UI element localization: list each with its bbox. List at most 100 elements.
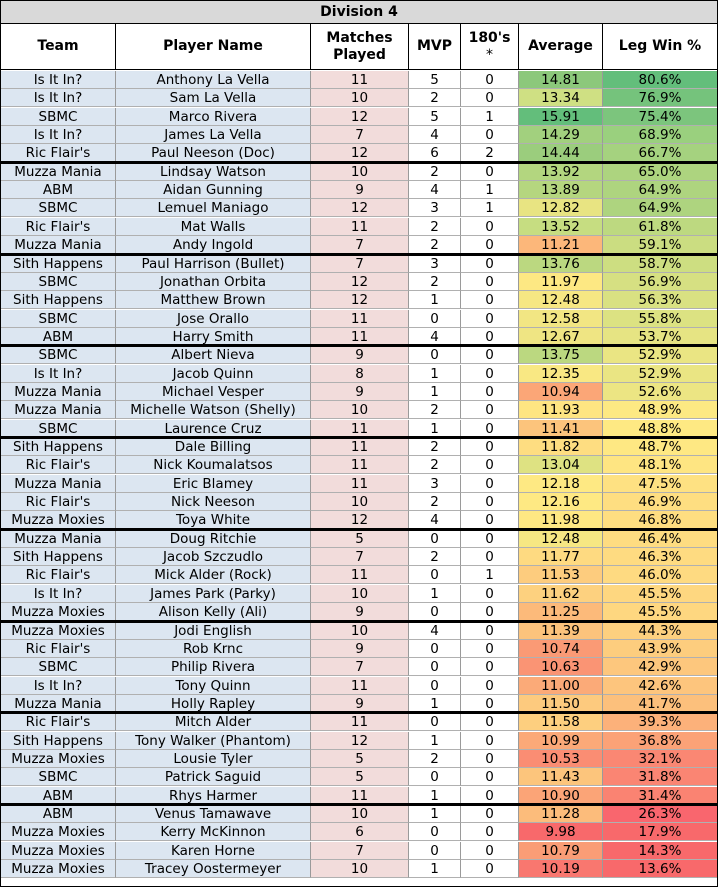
leg-win-cell: 58.7% — [603, 254, 717, 273]
team-cell: Sith Happens — [1, 254, 116, 273]
mvp-cell: 1 — [409, 419, 461, 438]
average-cell: 11.39 — [519, 621, 603, 640]
average-cell: 13.75 — [519, 346, 603, 365]
one-eighties-cell: 0 — [461, 841, 519, 860]
team-cell: ABM — [1, 805, 116, 823]
leg-win-cell: 44.3% — [603, 621, 717, 640]
player-name-cell: Paul Neeson (Doc) — [116, 144, 311, 163]
matches-played-cell: 9 — [311, 639, 409, 658]
team-cell: ABM — [1, 786, 116, 805]
mvp-cell: 2 — [409, 548, 461, 567]
header-team: Team — [1, 24, 116, 70]
one-eighties-cell: 0 — [461, 309, 519, 328]
matches-played-cell: 11 — [311, 309, 409, 328]
player-name-cell: Matthew Brown — [116, 291, 311, 310]
header-180s-line1: 180's — [468, 29, 511, 46]
table-title: Division 4 — [1, 1, 717, 24]
team-cell: Muzza Mania — [1, 529, 116, 548]
leg-win-cell: 56.3% — [603, 291, 717, 310]
player-name-cell: Laurence Cruz — [116, 419, 311, 438]
player-name-cell: Rob Krnc — [116, 639, 311, 658]
player-name-cell: Kerry McKinnon — [116, 823, 311, 842]
mvp-cell: 0 — [409, 658, 461, 677]
matches-played-cell: 7 — [311, 254, 409, 273]
mvp-cell: 2 — [409, 401, 461, 420]
team-cell: SBMC — [1, 199, 116, 218]
table-row: Muzza Moxies Alison Kelly (Ali) 9 0 0 11.25 45… — [1, 603, 717, 622]
header-legwin-label: Leg Win % — [618, 38, 702, 54]
team-cell: SBMC — [1, 309, 116, 328]
mvp-cell: 4 — [409, 126, 461, 145]
table-row: Is It In? James La Vella 7 4 0 14.29 68.9% — [1, 126, 717, 145]
matches-played-cell: 12 — [311, 199, 409, 218]
team-cell: Is It In? — [1, 126, 116, 145]
leg-win-cell: 31.8% — [603, 768, 717, 787]
one-eighties-cell: 0 — [461, 493, 519, 512]
header-matches-line2: Played — [333, 46, 386, 63]
leg-win-cell: 46.4% — [603, 529, 717, 548]
one-eighties-cell: 1 — [461, 107, 519, 126]
matches-played-cell: 12 — [311, 291, 409, 310]
group-divider — [1, 160, 717, 164]
header-leg-win: Leg Win % — [603, 24, 717, 70]
table-row: SBMC Albert Nieva 9 0 0 13.75 52.9% — [1, 346, 717, 365]
one-eighties-cell: 0 — [461, 639, 519, 658]
player-name-cell: Lemuel Maniago — [116, 199, 311, 218]
player-name-cell: Lousie Tyler — [116, 749, 311, 768]
mvp-cell: 4 — [409, 621, 461, 640]
table-row: SBMC Lemuel Maniago 12 3 1 12.82 64.9% — [1, 199, 717, 218]
team-cell: ABM — [1, 327, 116, 346]
table-row: Ric Flair's Mitch Alder 11 0 0 11.58 39.3% — [1, 713, 717, 732]
average-cell: 11.97 — [519, 272, 603, 291]
average-cell: 13.76 — [519, 254, 603, 273]
player-name-cell: Tony Quinn — [116, 676, 311, 695]
table-row: Is It In? James Park (Parky) 10 1 0 11.62 45.5… — [1, 584, 717, 603]
average-cell: 11.53 — [519, 566, 603, 585]
leg-win-cell: 26.3% — [603, 805, 717, 823]
team-cell: Muzza Mania — [1, 694, 116, 713]
table-row: Muzza Moxies Kerry McKinnon 6 0 0 9.98 17.9% — [1, 823, 717, 842]
one-eighties-cell: 0 — [461, 529, 519, 548]
matches-played-cell: 11 — [311, 676, 409, 695]
team-cell: Ric Flair's — [1, 566, 116, 585]
player-name-cell: Jacob Szczudlo — [116, 548, 311, 567]
leg-win-cell: 48.7% — [603, 438, 717, 456]
team-cell: Muzza Moxies — [1, 621, 116, 640]
matches-played-cell: 12 — [311, 107, 409, 126]
team-cell: SBMC — [1, 272, 116, 291]
average-cell: 11.43 — [519, 768, 603, 787]
player-name-cell: Nick Koumalatsos — [116, 456, 311, 475]
one-eighties-cell: 0 — [461, 364, 519, 383]
matches-played-cell: 11 — [311, 71, 409, 89]
leg-win-cell: 64.9% — [603, 181, 717, 200]
team-cell: Sith Happens — [1, 291, 116, 310]
player-name-cell: Mick Alder (Rock) — [116, 566, 311, 585]
header-180s: 180's * — [461, 24, 519, 70]
player-name-cell: Doug Ritchie — [116, 529, 311, 548]
team-cell: Is It In? — [1, 364, 116, 383]
average-cell: 14.81 — [519, 71, 603, 89]
leg-win-cell: 45.5% — [603, 584, 717, 603]
player-name-cell: Patrick Saguid — [116, 768, 311, 787]
group-divider — [1, 803, 717, 806]
team-cell: Muzza Moxies — [1, 749, 116, 768]
one-eighties-cell: 0 — [461, 786, 519, 805]
average-cell: 15.91 — [519, 107, 603, 126]
header-average-label: Average — [528, 38, 593, 54]
team-cell: Is It In? — [1, 89, 116, 108]
player-name-cell: Sam La Vella — [116, 89, 311, 108]
leg-win-cell: 48.8% — [603, 419, 717, 438]
table-row: Ric Flair's Mat Walls 11 2 0 13.52 61.8% — [1, 217, 717, 236]
average-cell: 12.82 — [519, 199, 603, 218]
header-matches-line1: Matches — [326, 29, 393, 46]
table-row: Muzza Moxies Lousie Tyler 5 2 0 10.53 32.1% — [1, 749, 717, 768]
matches-played-cell: 8 — [311, 364, 409, 383]
matches-played-cell: 12 — [311, 511, 409, 530]
matches-played-cell: 10 — [311, 621, 409, 640]
matches-played-cell: 11 — [311, 327, 409, 346]
mvp-cell: 5 — [409, 71, 461, 89]
mvp-cell: 3 — [409, 254, 461, 273]
matches-played-cell: 10 — [311, 162, 409, 181]
player-name-cell: Michael Vesper — [116, 382, 311, 401]
group-divider — [1, 436, 717, 439]
